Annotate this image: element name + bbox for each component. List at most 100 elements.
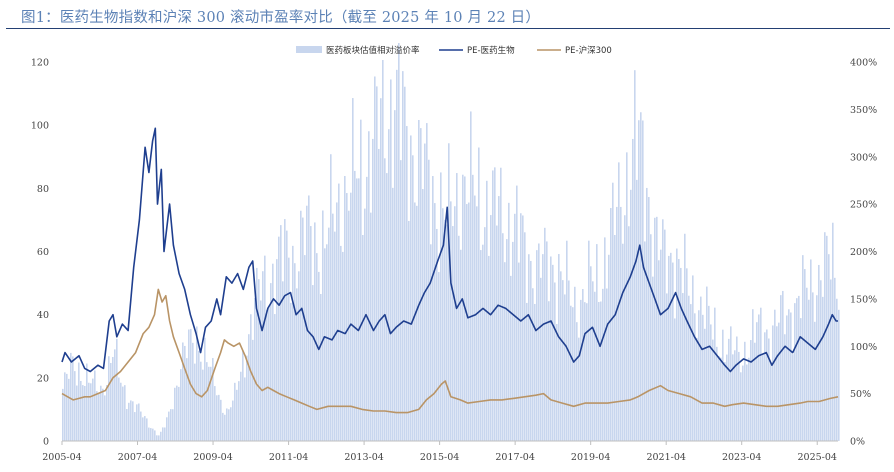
premium-bar (174, 387, 176, 441)
premium-bar (192, 342, 194, 441)
premium-bar (704, 328, 706, 441)
premium-bar (246, 355, 248, 441)
premium-bar (490, 215, 492, 441)
premium-bar (736, 336, 738, 441)
premium-bar (832, 222, 834, 441)
premium-bar (568, 280, 570, 441)
premium-bar (326, 244, 328, 441)
premium-bar (744, 341, 746, 441)
premium-bar (466, 204, 468, 441)
premium-bar (396, 69, 398, 442)
premium-bar (296, 288, 298, 441)
premium-bar (436, 228, 438, 441)
hs300-series (61, 288, 839, 414)
premium-bar (322, 210, 324, 441)
premium-bar (408, 220, 410, 441)
right-tick-label: 200% (850, 247, 877, 258)
premium-bar (782, 290, 784, 441)
premium-bar (136, 404, 138, 441)
premium-bar (280, 225, 282, 441)
premium-bar (706, 286, 708, 441)
x-tick-label: 2019-04 (571, 452, 610, 463)
premium-bar (632, 138, 634, 441)
premium-bar (252, 339, 254, 441)
premium-bar (528, 254, 530, 441)
premium-bar (262, 271, 264, 441)
legend: 医药板块估值相对溢价率 PE-医药生物 PE-沪深300 (296, 45, 612, 56)
premium-bar (240, 371, 242, 441)
premium-bar (342, 251, 344, 441)
premium-bar (168, 411, 170, 441)
premium-bar (512, 241, 514, 441)
premium-bar (158, 435, 160, 441)
premium-bar (676, 248, 678, 441)
premium-bar (508, 202, 510, 441)
premium-bar (570, 305, 572, 441)
left-tick-label: 80 (37, 184, 49, 195)
premium-bar (786, 315, 788, 441)
premium-bar (734, 350, 736, 441)
premium-bar (506, 239, 508, 441)
right-tick-label: 100% (850, 342, 877, 353)
premium-bar (450, 201, 452, 441)
premium-bar (96, 391, 98, 441)
premium-bar (284, 219, 286, 441)
premium-bar (474, 195, 476, 441)
premium-bar (626, 152, 628, 441)
premium-bar (662, 219, 664, 441)
premium-bar (532, 288, 534, 441)
premium-bar (242, 350, 244, 441)
figure-title: 图1：医药生物指数和沪深 300 滚动市盈率对比（截至 2025 年 10 月 … (21, 10, 541, 26)
premium-bar (388, 129, 390, 441)
premium-bar (472, 174, 474, 441)
premium-bar (330, 154, 332, 441)
premium-bar (812, 292, 814, 441)
premium-bar (496, 225, 498, 441)
premium-bar (770, 362, 772, 441)
premium-bar (90, 383, 92, 441)
premium-bar (634, 70, 636, 441)
premium-bar (264, 255, 266, 441)
premium-bar (102, 388, 104, 441)
premium-bar (802, 255, 804, 441)
premium-bar (214, 386, 216, 441)
premium-bar (100, 385, 102, 441)
premium-bar (352, 98, 354, 441)
premium-bar (752, 309, 754, 441)
premium-bar (160, 431, 162, 441)
premium-bar (184, 345, 186, 441)
x-tick-label: 2011-04 (269, 452, 308, 463)
premium-bar (760, 307, 762, 441)
premium-bar (594, 291, 596, 441)
premium-bar (314, 222, 316, 441)
premium-bar (188, 329, 190, 441)
premium-bar (406, 126, 408, 441)
premium-bar (730, 326, 732, 441)
premium-bar (442, 208, 444, 441)
premium-bar (276, 259, 278, 441)
right-axis-ticks: 0% 50% 100% 150% 200% 250% 300% 350% 400% (850, 58, 877, 448)
premium-bar (82, 385, 84, 441)
premium-bar (84, 385, 86, 441)
premium-bar (498, 196, 500, 441)
premium-bar (562, 280, 564, 441)
premium-bar (232, 400, 234, 441)
x-tick-label: 2015-04 (420, 452, 459, 463)
premium-bar (828, 254, 830, 441)
premium-bar (226, 408, 228, 441)
premium-bar (722, 329, 724, 441)
premium-bar (182, 342, 184, 441)
premium-bar (386, 173, 388, 442)
premium-bar (306, 205, 308, 441)
premium-bar (642, 120, 644, 441)
premium-bar (650, 234, 652, 441)
premium-bar (448, 143, 450, 441)
premium-bar (578, 337, 580, 441)
premium-bar (526, 302, 528, 441)
premium-bar (140, 411, 142, 441)
premium-bar (292, 245, 294, 441)
premium-bar (616, 206, 618, 441)
premium-bar (580, 299, 582, 441)
premium-bar (416, 205, 418, 441)
premium-bar (572, 307, 574, 441)
